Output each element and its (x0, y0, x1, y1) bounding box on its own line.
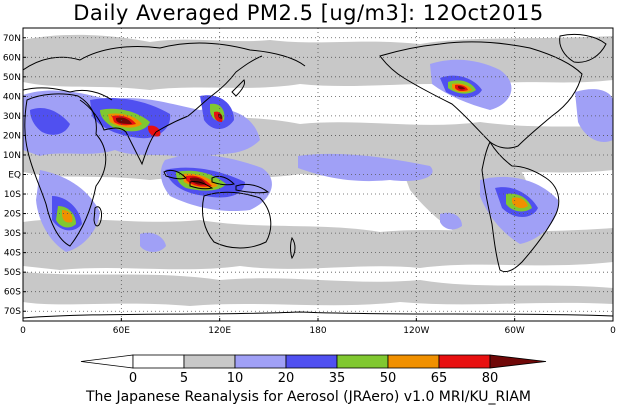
lon-tick-label: 0 (610, 326, 616, 336)
lat-tick-label: 40S (4, 249, 21, 259)
lat-tick-label: 20S (4, 210, 21, 220)
lat-tick-label: 50S (4, 268, 21, 278)
pm25-map: 70N 60N 50N 40N 30N 20N 10N EQ 10S 20S 30S 40S 50S 60… (3, 27, 616, 386)
lat-tick-label: 30S (4, 229, 21, 239)
colorbar-label: 0 (129, 371, 137, 386)
lon-tick-label: 0 (20, 326, 26, 336)
lat-tick-label: 60N (3, 53, 21, 63)
lat-tick-label: 20N (3, 131, 21, 141)
colorbar-extend-low (80, 354, 134, 369)
lon-tick-label: 120W (403, 326, 429, 336)
lat-tick-label: 10S (4, 190, 21, 200)
lon-tick-label: 60W (504, 326, 524, 336)
lat-tick-label: 70S (4, 307, 21, 317)
colorbar-box (336, 354, 389, 369)
colorbar-box (132, 354, 185, 369)
colorbar-box (234, 354, 287, 369)
colorbar: 0 5 10 20 35 50 65 80 (80, 354, 547, 386)
lat-tick-labels: 70N 60N 50N 40N 30N 20N 10N EQ 10S 20S 30S 40S 50S 60… (3, 34, 26, 317)
lat-tick-label: 40N (3, 92, 21, 102)
lon-tick-label: 180 (309, 326, 326, 336)
colorbar-label: 5 (180, 371, 188, 386)
colorbar-label: 10 (227, 371, 244, 386)
lat-tick-label: 60S (4, 288, 21, 298)
colorbar-label: 20 (278, 371, 295, 386)
colorbar-label: 35 (329, 371, 346, 386)
colorbar-box (285, 354, 338, 369)
colorbar-box (183, 354, 236, 369)
colorbar-extend-high (489, 354, 547, 369)
coastlines (23, 33, 613, 319)
lon-tick-labels: 0 60E 120E 180 120W 60W 0 (20, 318, 616, 336)
lat-tick-label: 10N (3, 151, 21, 161)
lat-tick-label: EQ (8, 171, 21, 181)
lat-tick-label: 30N (3, 112, 21, 122)
lon-tick-label: 60E (113, 326, 130, 336)
colorbar-box (438, 354, 491, 369)
lon-tick-label: 120E (208, 326, 231, 336)
colorbar-label: 50 (380, 371, 397, 386)
colorbar-box (387, 354, 440, 369)
colorbar-label: 80 (482, 371, 499, 386)
lat-tick-label: 50N (3, 73, 21, 83)
footer-credit: The Japanese Reanalysis for Aerosol (JRA… (85, 389, 532, 405)
colorbar-label: 65 (431, 371, 448, 386)
lat-tick-label: 70N (3, 34, 21, 44)
map-gridlines (23, 28, 613, 321)
pm25-field (23, 34, 613, 306)
map-title: Daily Averaged PM2.5 [ug/m3]: 12Oct2015 (73, 1, 544, 25)
